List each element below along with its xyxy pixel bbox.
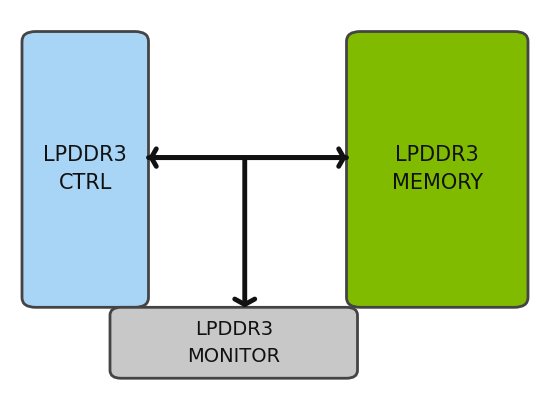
FancyBboxPatch shape <box>346 32 528 307</box>
Text: LPDDR3
MEMORY: LPDDR3 MEMORY <box>392 145 483 193</box>
FancyBboxPatch shape <box>110 307 358 378</box>
Text: LPDDR3
MONITOR: LPDDR3 MONITOR <box>187 320 280 366</box>
FancyBboxPatch shape <box>22 32 148 307</box>
Text: LPDDR3
CTRL: LPDDR3 CTRL <box>43 145 127 193</box>
